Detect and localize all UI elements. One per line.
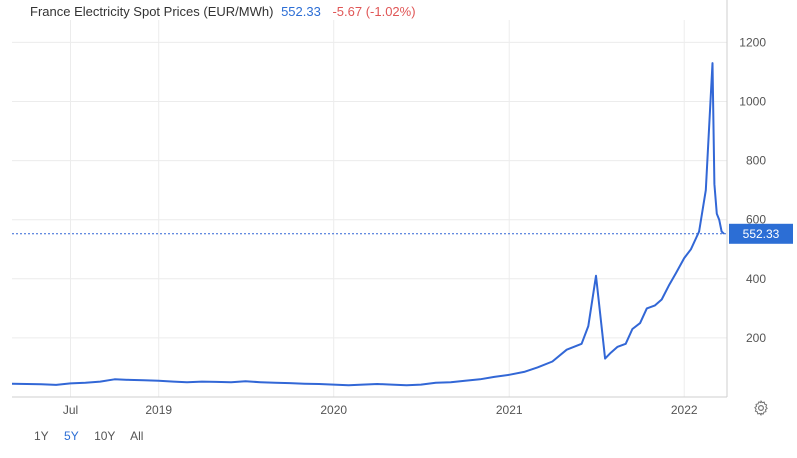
gear-icon[interactable]	[752, 399, 770, 417]
y-tick-label: 600	[746, 213, 766, 227]
range-all[interactable]: All	[130, 429, 144, 443]
range-1y[interactable]: 1Y	[34, 429, 49, 443]
chart-header: France Electricity Spot Prices (EUR/MWh)…	[30, 4, 416, 19]
x-tick-label: 2020	[320, 403, 347, 417]
range-selector: 1Y 5Y 10Y All	[34, 429, 155, 443]
x-tick-label: 2019	[145, 403, 172, 417]
x-tick-label: 2022	[671, 403, 698, 417]
x-tick-label: Jul	[63, 403, 78, 417]
y-tick-label: 1000	[739, 95, 766, 109]
y-tick-label: 1200	[739, 35, 766, 49]
last-price: 552.33	[281, 4, 321, 19]
range-10y[interactable]: 10Y	[94, 429, 116, 443]
last-value-label-bg	[729, 223, 793, 244]
chart-title: France Electricity Spot Prices (EUR/MWh)	[30, 4, 274, 19]
x-tick-label: 2021	[496, 403, 523, 417]
last-value-label: 552.33	[743, 227, 780, 241]
y-tick-label: 800	[746, 154, 766, 168]
y-tick-label: 400	[746, 272, 766, 286]
y-tick-label: 200	[746, 331, 766, 345]
price-series-line	[11, 62, 725, 387]
range-5y[interactable]: 5Y	[64, 429, 79, 443]
price-change: -5.67 (-1.02%)	[332, 4, 416, 19]
